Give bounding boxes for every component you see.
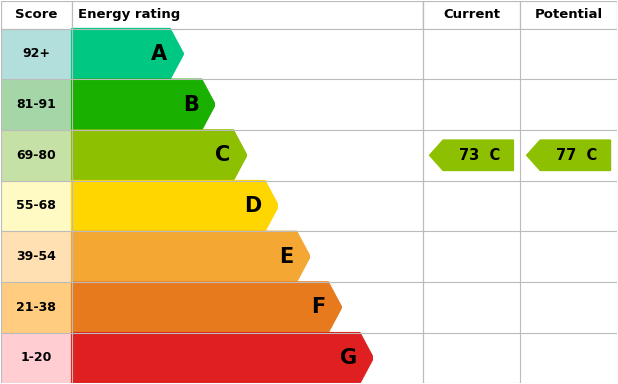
Bar	[1, 28, 72, 79]
Text: 77  C: 77 C	[556, 148, 597, 163]
Bar	[423, 282, 617, 333]
Polygon shape	[72, 333, 373, 383]
Polygon shape	[72, 231, 310, 282]
Text: 55-68: 55-68	[16, 199, 56, 212]
Text: F: F	[311, 297, 325, 317]
Text: D: D	[245, 196, 262, 216]
Bar	[1, 1, 72, 28]
Bar	[423, 231, 617, 282]
Bar	[1, 282, 72, 333]
Text: 81-91: 81-91	[16, 98, 56, 111]
Bar	[423, 130, 617, 180]
Bar	[520, 1, 617, 28]
Text: G: G	[340, 348, 357, 368]
Bar	[1, 333, 72, 383]
Bar	[423, 79, 617, 130]
Bar	[1, 231, 72, 282]
Text: 21-38: 21-38	[16, 301, 56, 314]
Text: 69-80: 69-80	[16, 149, 56, 162]
Polygon shape	[72, 282, 342, 333]
Bar	[310, 231, 423, 282]
Polygon shape	[430, 140, 514, 170]
Text: A: A	[151, 44, 167, 64]
Bar	[423, 28, 617, 79]
Text: 92+: 92+	[22, 47, 50, 60]
Text: Score: Score	[15, 8, 57, 21]
Bar	[423, 1, 520, 28]
Text: Current: Current	[443, 8, 500, 21]
Text: C: C	[215, 145, 230, 165]
Text: Energy rating: Energy rating	[78, 8, 180, 21]
Bar	[423, 333, 617, 383]
Bar	[215, 79, 423, 130]
Polygon shape	[72, 79, 215, 130]
Text: 1-20: 1-20	[20, 351, 52, 364]
Bar	[72, 1, 423, 28]
Text: E: E	[279, 247, 294, 266]
Bar	[1, 130, 72, 180]
Bar	[373, 333, 423, 383]
Polygon shape	[72, 28, 184, 79]
Bar	[184, 28, 423, 79]
Bar	[1, 180, 72, 231]
Polygon shape	[72, 130, 247, 180]
Bar	[247, 130, 423, 180]
Text: B: B	[183, 94, 198, 114]
Text: 73  C: 73 C	[459, 148, 500, 163]
Polygon shape	[72, 180, 279, 231]
Bar	[342, 282, 423, 333]
Polygon shape	[527, 140, 611, 170]
Bar	[1, 79, 72, 130]
Text: 39-54: 39-54	[16, 250, 56, 263]
Text: Potential: Potential	[535, 8, 603, 21]
Bar	[423, 180, 617, 231]
Bar	[279, 180, 423, 231]
